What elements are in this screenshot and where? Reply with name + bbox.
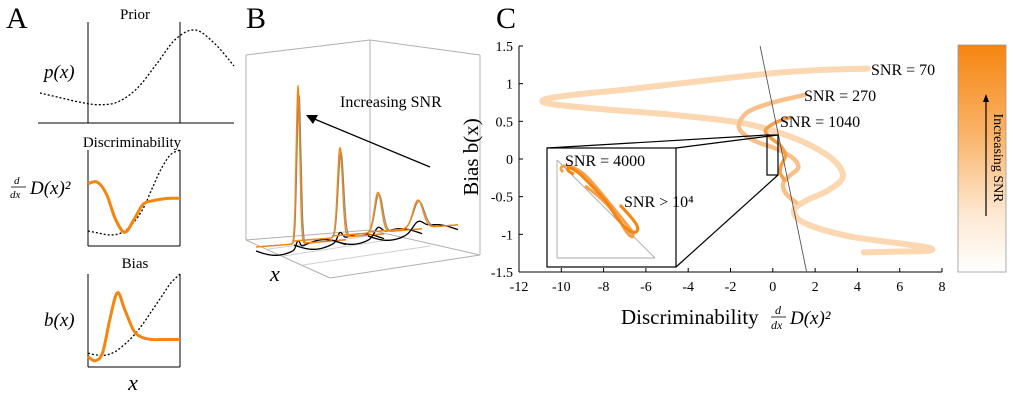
prior-curve <box>39 29 235 106</box>
prior-title: Prior <box>120 7 150 23</box>
bias-xlabel: x <box>127 370 138 393</box>
discriminability-title: Discriminability <box>83 135 182 151</box>
snr-270-label: SNR = 270 <box>804 88 876 105</box>
snr-70-label: SNR = 70 <box>871 62 935 79</box>
panel-b-trace-black-1 <box>293 231 385 250</box>
discriminability-ylabel: d dx D(x)² <box>10 175 71 201</box>
panel-a-letter: A <box>6 2 28 35</box>
panel-b-trace-orange-1 <box>293 147 385 242</box>
x-tick-label: 8 <box>939 280 946 295</box>
inset-snr-max-curve <box>566 166 640 234</box>
y-tick-label: 1 <box>506 78 513 93</box>
panel-c-xlabel-frac-top: d <box>775 303 782 317</box>
y-tick-label: -0.5 <box>491 191 513 206</box>
panel-b-traces <box>255 84 459 256</box>
y-tick-label: 0 <box>506 153 513 168</box>
bias-title: Bias <box>122 256 149 272</box>
disc-ylabel-frac-top: d <box>14 175 20 187</box>
reference-line <box>759 45 808 273</box>
x-tick-label: 2 <box>812 280 819 295</box>
colorbar-arrow <box>983 94 989 216</box>
panel-c-xlabel-text: Discriminability <box>621 305 759 329</box>
panel-b-trace-black-0 <box>255 238 347 256</box>
x-tick-label: -4 <box>682 280 694 295</box>
panel-c-letter: C <box>496 2 516 35</box>
snr-4000-label: SNR = 4000 <box>565 153 645 170</box>
panel-b-trace-orange-3 <box>367 199 459 233</box>
increasing-snr-label: Increasing SNR <box>340 94 442 111</box>
panel-b-trace-black-2 <box>331 226 423 245</box>
series-line-snr-70 <box>539 65 936 256</box>
disc-ylabel-rest: D(x)² <box>29 178 71 199</box>
snr-1040-label: SNR = 1040 <box>780 114 860 131</box>
discriminability-curve <box>87 180 181 234</box>
colorbar-label: Increasing SNR <box>990 113 1005 203</box>
panel-b-trace-black-3 <box>367 220 459 241</box>
bias-ylabel: b(x) <box>44 310 75 331</box>
increasing-snr-arrow <box>306 115 431 168</box>
panel-b-letter: B <box>246 2 266 35</box>
bias-prior-dashed <box>87 273 181 356</box>
panel-b-xlabel: x <box>269 261 280 286</box>
x-tick-label: -6 <box>640 280 652 295</box>
x-tick-label: -8 <box>598 280 610 295</box>
bias-axes <box>87 274 181 368</box>
x-tick-label: 0 <box>769 280 776 295</box>
y-tick-label: -1 <box>501 228 513 243</box>
panel-c-xlabel-frac-bottom: dx <box>771 318 783 332</box>
panel-c-xlabel-rest: D(x)² <box>789 308 831 329</box>
panel-c-ylabel: Bias b(x) <box>459 118 483 196</box>
x-tick-label: -10 <box>552 280 571 295</box>
y-tick-label: -1.5 <box>491 266 513 281</box>
y-tick-label: 1.5 <box>496 40 514 55</box>
x-tick-label: -2 <box>725 280 737 295</box>
inset-guide <box>556 159 656 259</box>
x-tick-label: 4 <box>854 280 861 295</box>
panel-c-xlabel: Discriminability d dx D(x)² <box>621 303 831 332</box>
series-line-snr-270 <box>736 92 807 205</box>
prior-axes <box>38 22 234 124</box>
panel-c-axes: -12 -10 -8 -6 -4 -2 0 2 4 6 8 1.5 1 0.5 0 -0.5 -1 -1.5 <box>491 40 946 295</box>
panel-b-trace-orange-0 <box>255 84 347 248</box>
y-tick-label: 0.5 <box>496 115 514 130</box>
colorbar <box>957 44 1007 273</box>
panel-b-trace-orange-2 <box>331 191 423 237</box>
zoom-box <box>546 134 779 268</box>
discriminability-prior-dashed <box>87 149 181 236</box>
disc-ylabel-frac-bottom: dx <box>10 189 21 201</box>
x-tick-label: -12 <box>510 280 529 295</box>
snr-max-label: SNR > 10⁴ <box>624 194 694 211</box>
bias-curve <box>87 291 180 363</box>
prior-ylabel: p(x) <box>42 62 75 83</box>
x-tick-label: 6 <box>896 280 903 295</box>
panel-b-floor-lines <box>267 233 431 266</box>
